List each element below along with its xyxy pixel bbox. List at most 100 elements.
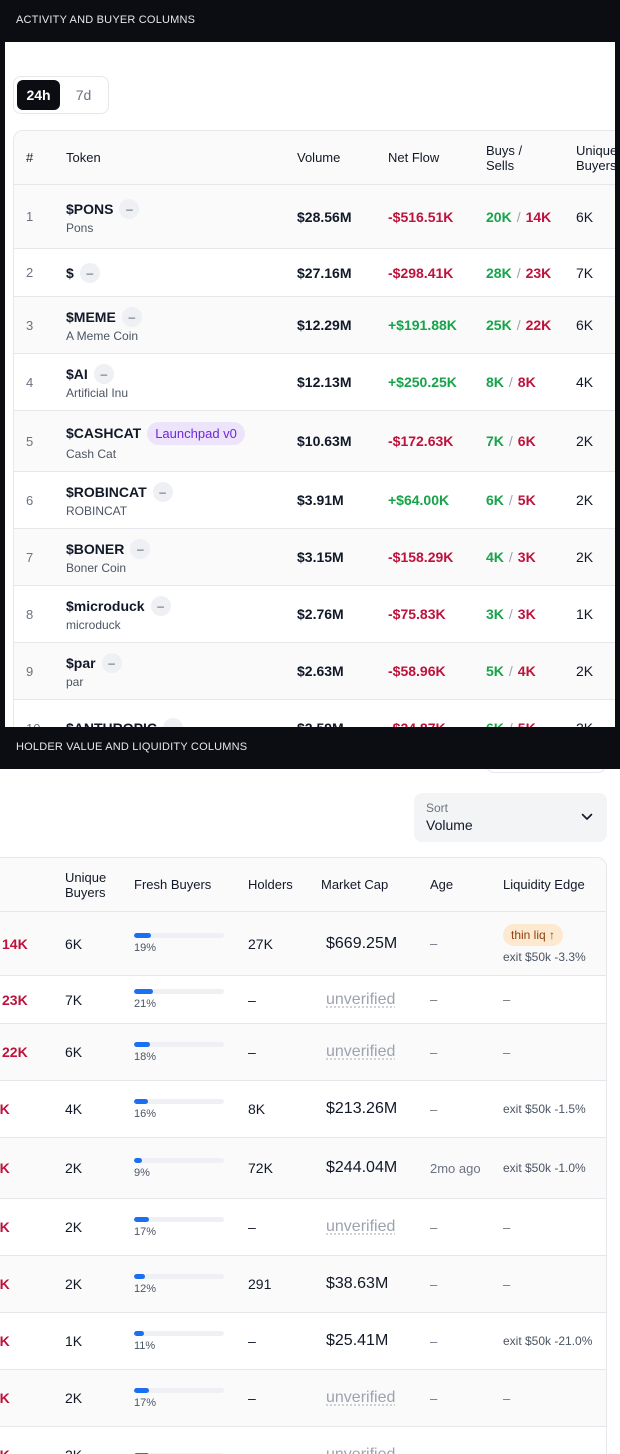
table-row[interactable]: /3K 1K 11% – $25.41M – exit $50k -21.0% — [0, 1312, 606, 1369]
unique-buyers-value: 2K — [65, 1427, 82, 1454]
token-cell[interactable]: $PONS – Pons — [66, 185, 140, 248]
liquidity-edge-cell: exit $50k -21.0% — [503, 1313, 592, 1369]
market-cap-unverified[interactable]: unverified — [326, 1427, 395, 1454]
sells-value: 14K — [525, 208, 552, 225]
col-unique-buyers[interactable]: Unique Buyers — [576, 131, 615, 184]
table-row[interactable]: 5 $CASHCAT Launchpad v0 Cash Cat $10.63M -$17… — [14, 410, 615, 471]
netflow-value: +$191.88K — [388, 317, 457, 333]
fresh-buyers-bar-fill — [134, 1216, 150, 1222]
netflow-value: +$64.00K — [388, 492, 450, 508]
netflow-value: -$516.51K — [388, 208, 454, 225]
buys-sells-cell: 25K/22K — [486, 297, 551, 353]
table-row[interactable]: /6K 2K 9% 72K $244.04M 2mo ago exit $50k -1.0% — [0, 1137, 606, 1198]
row-rank: 1 — [26, 209, 34, 224]
table-row[interactable]: 4 $AI – Artificial Inu $12.13M +$250.25K 8K/8K… — [14, 353, 615, 410]
volume-value: $2.63M — [297, 663, 344, 679]
market-cap-value: $213.26M — [326, 1100, 398, 1117]
token-cell[interactable]: $ – — [66, 249, 100, 296]
fresh-buyers-bar-fill — [134, 933, 152, 938]
section-header-holder: HOLDER VALUE AND LIQUIDITY COLUMNS — [0, 727, 620, 769]
market-cap-unverified[interactable]: unverified — [326, 1218, 396, 1235]
table-row[interactable]: K/22K 6K 18% – unverified – – — [0, 1023, 606, 1080]
tab-7d[interactable]: 7d — [75, 87, 92, 103]
col-fresh-buyers[interactable]: Fresh Buyers — [134, 877, 212, 892]
table-row[interactable]: /4K 2K 17% – unverified – – — [0, 1369, 606, 1426]
col-holders[interactable]: Holders — [248, 877, 293, 892]
market-cap-unverified[interactable]: unverified — [326, 1043, 396, 1060]
exit-impact: – — [503, 1276, 511, 1292]
separator: / — [516, 264, 521, 281]
table-row[interactable]: 6 $ROBINCAT – ROBINCAT $3.91M +$64.00K 6K/5K 2K — [14, 471, 615, 528]
table-row[interactable]: 7 $BONER – Boner Coin $3.15M -$158.29K 4K/3K 2K — [14, 528, 615, 585]
table-row[interactable]: 1 $PONS – Pons $28.56M -$516.51K 20K/14K 6K — [14, 184, 615, 248]
sort-label: Sort — [426, 801, 449, 815]
volume-value: $27.16M — [297, 264, 352, 281]
market-cap-value: $669.25M — [326, 934, 398, 952]
col-rank: # — [26, 150, 34, 165]
liquidity-edge-cell: – — [503, 1024, 510, 1080]
export-button[interactable] — [485, 769, 607, 773]
token-cell[interactable]: $AI – Artificial Inu — [66, 354, 128, 410]
fresh-buyers-pct: 19% — [134, 942, 157, 954]
fresh-buyers-cell: 18% — [134, 1024, 224, 1080]
token-cell[interactable]: $microduck – microduck — [66, 586, 171, 642]
sort-select[interactable]: Sort Volume — [414, 793, 607, 842]
table-row[interactable]: /5K 2K 17% – unverified – – — [0, 1198, 606, 1255]
token-symbol-line: $par – — [66, 653, 122, 673]
table-row[interactable]: /5K 2K unverified — [0, 1426, 606, 1454]
col-unique-buyers[interactable]: Unique Buyers — [65, 858, 106, 911]
market-cap-unverified[interactable]: unverified — [326, 990, 396, 1008]
token-cell[interactable]: $ROBINCAT – ROBINCAT — [66, 472, 173, 528]
table-row[interactable]: 9 $par – par $2.63M -$58.96K 5K/4K 2K — [14, 642, 615, 699]
market-cap-unverified[interactable]: unverified — [326, 1389, 396, 1406]
table-row[interactable]: 3 $MEME – A Meme Coin $12.29M +$191.88K 25K/22… — [14, 296, 615, 353]
col-token[interactable]: Token — [66, 150, 101, 165]
netflow-value: +$250.25K — [388, 374, 457, 390]
exit-impact: – — [503, 1219, 511, 1235]
token-cell[interactable]: $MEME – A Meme Coin — [66, 297, 142, 353]
separator: / — [508, 549, 513, 565]
status-pill: – — [79, 262, 100, 283]
fresh-buyers-bar-fill — [134, 1452, 150, 1454]
token-cell[interactable]: $BONER – Boner Coin — [66, 529, 151, 585]
fresh-buyers-pct: 18% — [134, 1050, 157, 1063]
buys-sells-cell: /8K — [0, 1081, 10, 1137]
col-volume[interactable]: Volume — [297, 150, 341, 165]
token-symbol: $par — [66, 655, 96, 671]
table-row[interactable]: K/23K 7K 21% – unverified – – — [0, 975, 606, 1023]
col-netflow[interactable]: Net Flow — [388, 150, 440, 165]
buys-value: 7K — [486, 433, 504, 449]
sort-value: Volume — [426, 817, 473, 833]
token-cell[interactable]: $CASHCAT Launchpad v0 Cash Cat — [66, 411, 245, 471]
sells-value: 5K — [0, 1219, 10, 1235]
status-pill: – — [101, 653, 122, 673]
token-cell[interactable]: $ANTHROPIC– — [66, 700, 184, 727]
token-name: A Meme Coin — [66, 329, 139, 343]
fresh-buyers-bar — [134, 1041, 224, 1047]
token-symbol-line: $MEME – — [66, 307, 142, 327]
status-pill: – — [119, 198, 140, 219]
sells-value: 5K — [518, 720, 536, 727]
tab-24h[interactable]: 24h — [17, 80, 60, 110]
table-row[interactable]: /8K 4K 16% 8K $213.26M – exit $50k -1.5% — [0, 1080, 606, 1137]
token-cell[interactable]: $par – par — [66, 643, 122, 699]
netflow-value: -$158.29K — [388, 549, 454, 565]
unique-buyers-value: 2K — [576, 700, 593, 727]
token-name: Pons — [66, 220, 94, 235]
col-market-cap[interactable]: Market Cap — [321, 877, 389, 892]
col-buys-sells[interactable]: Buys / Sells — [486, 131, 522, 184]
market-cap-value: $25.41M — [326, 1332, 389, 1349]
table-row[interactable]: 10 $ANTHROPIC– $2.59M -$24.87K 6K / 5K 2K — [14, 699, 615, 727]
unique-buyers-value: 2K — [576, 549, 594, 565]
buys-sells-cell: 4K/3K — [486, 529, 536, 585]
table-row[interactable]: /3K 2K 12% 291 $38.63M – – — [0, 1255, 606, 1312]
table-row[interactable]: 8 $microduck – microduck $2.76M -$75.83K 3K/3K… — [14, 585, 615, 642]
col-age[interactable]: Age — [430, 877, 454, 892]
table-row[interactable]: K/14K 6K 19% 27K $669.25M – thin liq ↑ exit $50… — [0, 911, 606, 975]
col-liquidity-edge[interactable]: Liquidity Edge — [503, 877, 585, 892]
fresh-buyers-cell: 17% — [134, 1199, 224, 1255]
market-cap-value: $38.63M — [326, 1275, 389, 1292]
table-row[interactable]: 2 $ – $27.16M -$298.41K 28K/23K 7K — [14, 248, 615, 296]
buys-sells-cell: /3K — [0, 1256, 10, 1312]
col-buys-sells-line2: Sells — [486, 157, 515, 173]
